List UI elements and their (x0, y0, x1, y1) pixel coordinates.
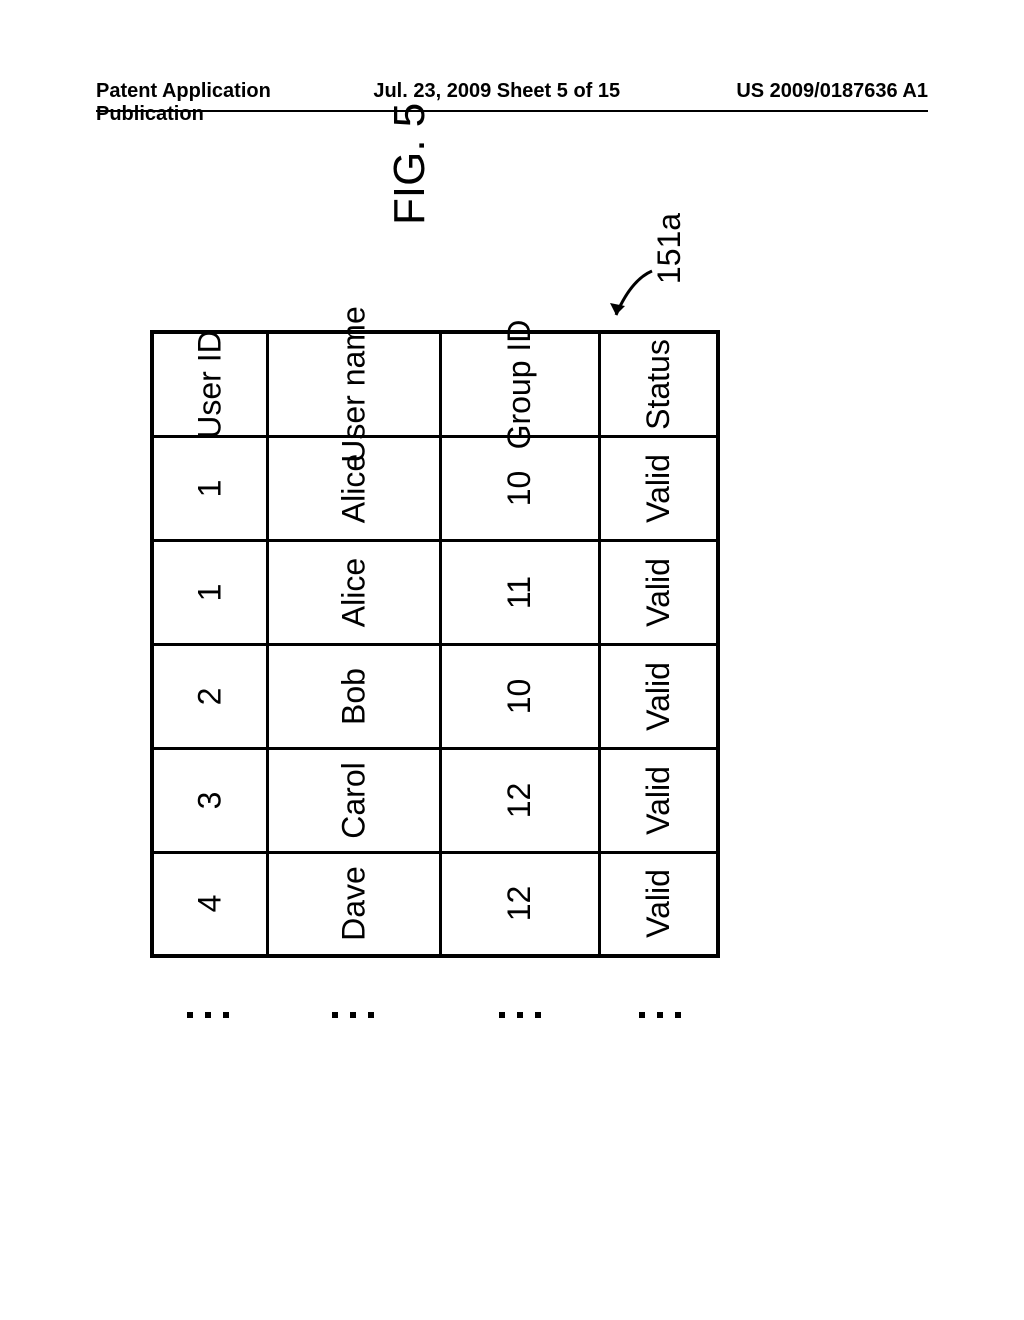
table-row: 4 Dave 12 Valid (152, 852, 718, 956)
cell-status: Valid (599, 748, 718, 852)
cell-userid: 1 (152, 540, 268, 644)
reference-arrow-icon (606, 265, 660, 329)
cell-userid: 1 (152, 436, 268, 540)
table-row: 1 Alice 11 Valid (152, 540, 718, 644)
ellipsis-icon (266, 960, 440, 1070)
header-publication: Patent Application Publication (96, 80, 373, 126)
cell-userid: 3 (152, 748, 268, 852)
cell-status: Valid (599, 436, 718, 540)
ellipsis-icon (440, 960, 600, 1070)
table-row: 3 Carol 12 Valid (152, 748, 718, 852)
figure-5: FIG. 5 151a User ID User name Group ID S… (150, 160, 870, 1080)
header-divider (96, 110, 928, 112)
cell-status: Valid (599, 540, 718, 644)
figure-title: FIG. 5 (385, 103, 435, 225)
ellipsis-icon (600, 960, 720, 1070)
col-header-status: Status (599, 332, 718, 436)
cell-userid: 4 (152, 852, 268, 956)
user-group-table: User ID User name Group ID Status 1 Alic… (150, 330, 720, 958)
cell-userid: 2 (152, 644, 268, 748)
col-header-userid: User ID (152, 332, 268, 436)
table-header-row: User ID User name Group ID Status (152, 332, 718, 436)
cell-status: Valid (599, 852, 718, 956)
ellipsis-icon (150, 960, 266, 1070)
page-header: Patent Application Publication Jul. 23, … (0, 80, 1024, 126)
cell-username: Dave (268, 852, 441, 956)
table-row: 2 Bob 10 Valid (152, 644, 718, 748)
cell-groupid: 12 (441, 852, 599, 956)
header-patent-number: US 2009/0187636 A1 (651, 80, 928, 126)
cell-status: Valid (599, 644, 718, 748)
table-row: 1 Alice 10 Valid (152, 436, 718, 540)
table-continuation-row (150, 960, 720, 1070)
